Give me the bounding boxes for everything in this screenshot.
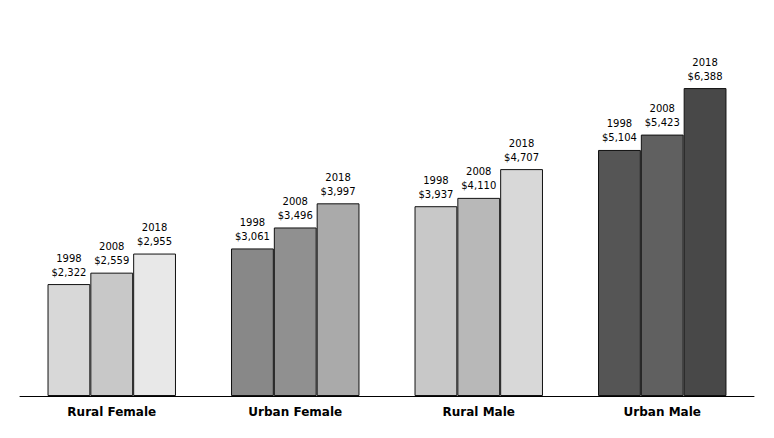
svg-text:Rural Female: Rural Female [67, 405, 156, 419]
svg-text:2008: 2008 [99, 241, 124, 252]
svg-text:$2,955: $2,955 [137, 236, 172, 247]
svg-text:$3,997: $3,997 [321, 186, 356, 197]
svg-text:$6,388: $6,388 [688, 71, 723, 82]
svg-text:$3,937: $3,937 [418, 189, 453, 200]
svg-text:1998: 1998 [240, 217, 265, 228]
svg-text:1998: 1998 [607, 118, 632, 129]
svg-text:2018: 2018 [142, 222, 167, 233]
svg-text:$4,110: $4,110 [461, 180, 496, 191]
svg-text:1998: 1998 [56, 253, 81, 264]
svg-text:$3,061: $3,061 [235, 231, 270, 242]
svg-text:$3,496: $3,496 [278, 210, 313, 221]
svg-text:2018: 2018 [325, 172, 350, 183]
svg-text:$4,707: $4,707 [504, 152, 539, 163]
svg-text:$5,104: $5,104 [602, 132, 637, 143]
svg-text:2018: 2018 [692, 57, 717, 68]
svg-text:$5,423: $5,423 [645, 117, 680, 128]
svg-text:Urban Female: Urban Female [248, 405, 342, 419]
svg-text:2008: 2008 [650, 103, 675, 114]
svg-text:2008: 2008 [466, 166, 491, 177]
svg-text:$2,322: $2,322 [51, 267, 86, 278]
svg-text:1998: 1998 [423, 175, 448, 186]
svg-text:Urban Male: Urban Male [624, 405, 701, 419]
svg-text:$2,559: $2,559 [94, 255, 129, 266]
svg-text:Rural Male: Rural Male [443, 405, 515, 419]
svg-text:2018: 2018 [509, 138, 534, 149]
svg-text:2008: 2008 [283, 196, 308, 207]
